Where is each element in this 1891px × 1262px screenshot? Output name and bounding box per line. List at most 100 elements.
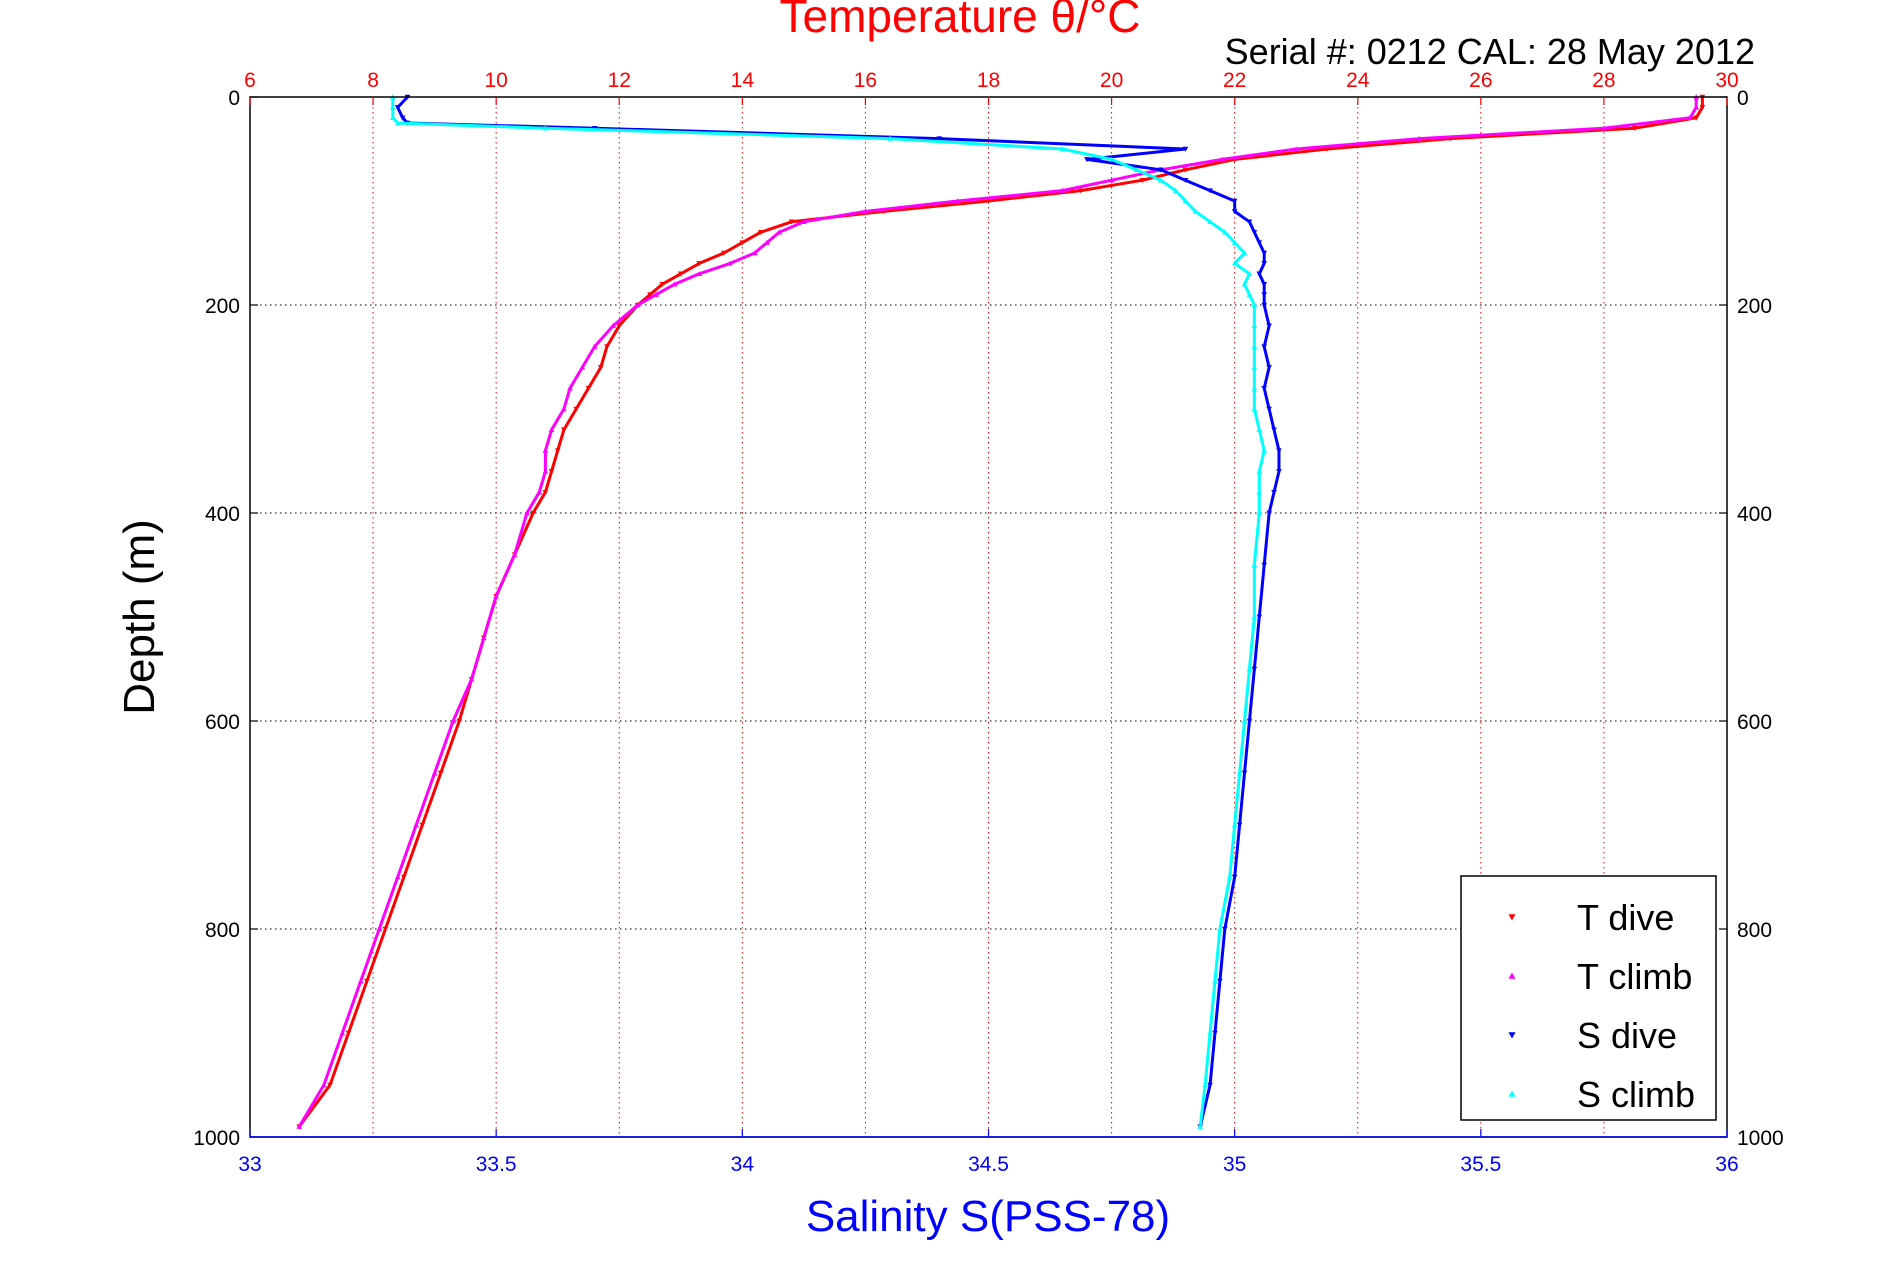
left-tick-label: 800 bbox=[205, 919, 240, 942]
data-point bbox=[677, 271, 684, 277]
data-point bbox=[481, 635, 487, 641]
series-t-climb bbox=[296, 94, 1700, 1129]
data-point bbox=[1261, 562, 1268, 568]
data-point bbox=[573, 406, 579, 412]
data-point bbox=[419, 822, 426, 828]
data-point bbox=[456, 718, 463, 724]
data-point bbox=[1078, 188, 1084, 194]
right-tick-label: 0 bbox=[1737, 87, 1749, 110]
top-tick-label: 28 bbox=[1592, 69, 1615, 92]
data-point bbox=[616, 323, 623, 329]
data-point bbox=[1246, 219, 1253, 225]
bottom-tick-label: 34 bbox=[731, 1153, 755, 1176]
data-point bbox=[1231, 209, 1238, 215]
series-trace bbox=[391, 97, 1266, 1127]
top-tick-label: 8 bbox=[367, 69, 379, 92]
data-point bbox=[1207, 1030, 1213, 1036]
left-tick-label: 0 bbox=[228, 87, 240, 110]
data-point bbox=[751, 250, 758, 256]
data-point bbox=[1261, 261, 1268, 267]
data-point bbox=[1182, 146, 1189, 152]
data-point bbox=[954, 198, 961, 204]
data-point bbox=[801, 219, 807, 225]
series-s-dive bbox=[394, 94, 1282, 1130]
data-point bbox=[604, 344, 610, 350]
data-point bbox=[1226, 874, 1233, 880]
data-point bbox=[1231, 260, 1238, 266]
right-tick-label: 200 bbox=[1737, 295, 1772, 318]
top-tick-label: 6 bbox=[244, 69, 256, 92]
data-point bbox=[1231, 822, 1238, 828]
top-tick-label: 24 bbox=[1346, 69, 1370, 92]
data-point bbox=[659, 281, 666, 287]
data-point bbox=[1059, 146, 1066, 152]
data-point bbox=[389, 115, 396, 121]
data-point bbox=[511, 551, 518, 557]
data-point bbox=[1207, 188, 1213, 194]
data-point bbox=[1699, 105, 1706, 111]
data-point bbox=[1059, 187, 1066, 193]
top-tick-label: 26 bbox=[1469, 69, 1492, 92]
data-point bbox=[862, 208, 869, 214]
x-axis-label: Salinity S(PSS-78) bbox=[806, 1192, 1170, 1241]
legend-label: S climb bbox=[1577, 1074, 1695, 1115]
series-trace bbox=[396, 95, 1281, 1127]
data-point bbox=[394, 120, 401, 126]
data-point bbox=[1133, 167, 1139, 173]
legend-marker bbox=[1508, 972, 1516, 979]
series-trace bbox=[298, 97, 1704, 1128]
data-point bbox=[1256, 240, 1263, 246]
data-point bbox=[401, 874, 407, 880]
data-point bbox=[1207, 219, 1213, 225]
data-point bbox=[431, 770, 438, 776]
data-point bbox=[1251, 666, 1258, 672]
data-point bbox=[376, 926, 383, 932]
data-point bbox=[345, 1030, 352, 1036]
data-point bbox=[548, 469, 555, 475]
data-point bbox=[597, 365, 604, 371]
top-tick-label: 16 bbox=[854, 69, 877, 92]
data-point bbox=[1236, 770, 1243, 776]
data-point bbox=[1084, 157, 1090, 163]
data-point bbox=[1271, 489, 1277, 495]
data-point bbox=[610, 323, 616, 329]
data-point bbox=[1251, 302, 1258, 308]
data-point bbox=[647, 292, 653, 298]
data-point bbox=[1693, 115, 1700, 121]
data-point bbox=[1261, 447, 1268, 453]
top-tick-label: 22 bbox=[1223, 69, 1246, 92]
right-tick-label: 800 bbox=[1737, 919, 1772, 942]
data-point bbox=[634, 302, 641, 308]
data-point bbox=[1182, 198, 1189, 204]
data-point bbox=[1231, 874, 1238, 880]
serial-calibration-label: Serial #: 0212 CAL: 28 May 2012 bbox=[1225, 31, 1755, 72]
data-point bbox=[1261, 385, 1268, 391]
data-point bbox=[1693, 104, 1700, 110]
series-s-climb bbox=[389, 94, 1268, 1129]
data-point bbox=[413, 822, 419, 828]
data-point bbox=[1251, 343, 1258, 349]
left-tick-label: 400 bbox=[205, 503, 240, 526]
data-point bbox=[1266, 323, 1272, 329]
y-axis-label: Depth (m) bbox=[115, 519, 164, 715]
data-point bbox=[1256, 614, 1263, 620]
data-point bbox=[542, 489, 549, 495]
data-point bbox=[653, 291, 659, 297]
top-tick-label: 14 bbox=[731, 69, 755, 92]
data-point bbox=[1601, 125, 1607, 131]
top-tick-label: 12 bbox=[608, 69, 631, 92]
data-point bbox=[1236, 822, 1243, 828]
top-tick-label: 20 bbox=[1100, 69, 1123, 92]
bottom-tick-label: 35.5 bbox=[1460, 1153, 1501, 1176]
data-point bbox=[757, 229, 764, 235]
data-point bbox=[1256, 468, 1263, 474]
data-point bbox=[721, 250, 727, 256]
data-point bbox=[1251, 385, 1258, 391]
data-point bbox=[1251, 562, 1258, 568]
data-point bbox=[1261, 344, 1268, 350]
data-point bbox=[1251, 323, 1258, 329]
data-point bbox=[1202, 1082, 1208, 1088]
data-point bbox=[591, 343, 598, 349]
data-point bbox=[1266, 406, 1272, 412]
bottom-tick-label: 33.5 bbox=[476, 1153, 517, 1176]
